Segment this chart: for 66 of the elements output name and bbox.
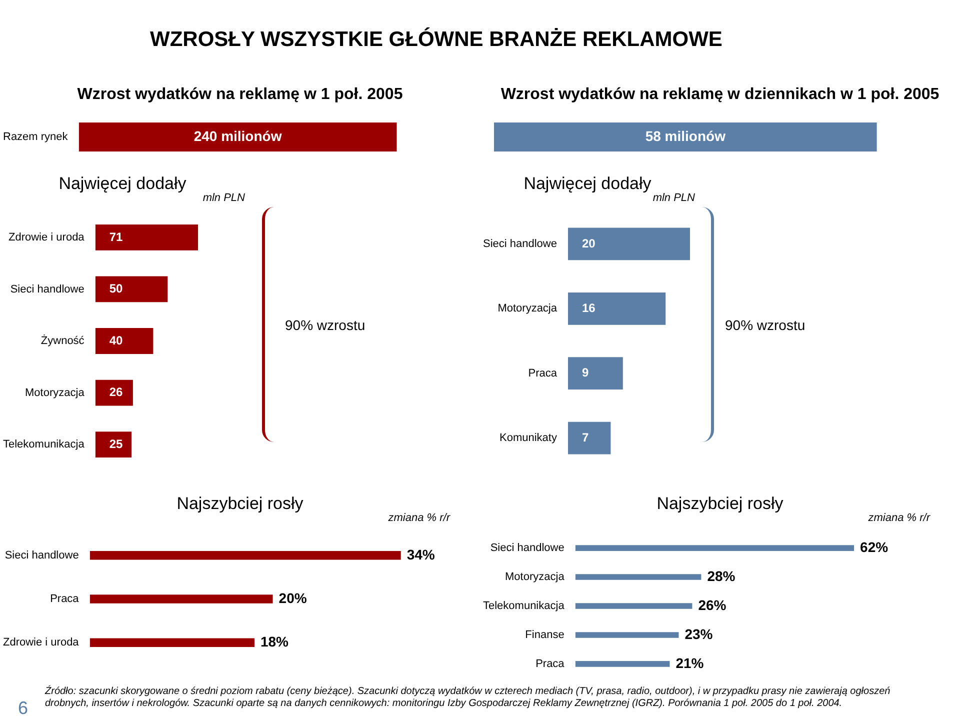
chart-title: Najszybciej rosły — [656, 494, 784, 513]
x-axis-title: zmiana % r/r — [388, 512, 450, 524]
y-tick-label: Telekomunikacja — [482, 600, 566, 612]
y-tick-label: Komunikaty — [500, 432, 558, 444]
y-tick-label: Sieci handlowe — [490, 542, 564, 554]
chart-title: WZROSŁY WSZYSTKIE GŁÓWNE BRANŻE REKLAMOWE — [150, 28, 722, 52]
y-tick-label: Praca — [536, 658, 566, 670]
text: 90% wzrostu — [285, 317, 366, 333]
y-tick-label: Sieci handlowe — [4, 549, 79, 562]
data-label: 9 — [582, 366, 589, 380]
x-axis-title: mln PLN — [202, 192, 245, 204]
chart-subtitle: Wzrost wydatków na reklamę w dziennikach w 1 poł. 2005 — [500, 86, 940, 104]
bar — [575, 661, 670, 667]
chart-title: Najwięcej dodały — [524, 174, 652, 193]
x-axis-title: zmiana % r/r — [868, 512, 930, 524]
data-label: 7 — [582, 430, 589, 444]
data-label: 25 — [109, 436, 123, 451]
bar — [95, 276, 168, 302]
y-tick-label: Razem rynek — [3, 131, 68, 144]
data-label: 28% — [707, 568, 736, 584]
y-tick-label: Finanse — [525, 628, 564, 641]
y-tick-label: Motoryzacja — [25, 386, 86, 399]
text: 6 — [18, 698, 28, 719]
bar — [568, 228, 690, 260]
chart-title: Najwięcej dodały — [58, 174, 186, 193]
y-tick-label: Żywność — [40, 334, 85, 348]
data-label: 34% — [406, 546, 436, 562]
y-tick-label: Sieci handlowe — [10, 283, 84, 296]
text: Źródło: szacunki skorygowane o średni poziom rabatu (ceny bieżące). Szacunki dotyczą wydatków w czterech mediach (TV, prasa, radio, outdoor), i w przypadku prasy nie zawierają ogłoszeń drobnych, insertów i nekrologów. Szacunki oparte są na danych cennikowych: monitoringu Izby Gospodarczej Reklamy Zewnętrznej (IGRZ). Porównania 1 poł. 2005 do 1 poł. 2004. — [45, 686, 892, 710]
bar — [95, 328, 154, 354]
y-tick-label: Praca — [50, 593, 80, 606]
bar — [575, 603, 692, 609]
data-label: 62% — [860, 538, 889, 555]
chart-subtitle: Wzrost wydatków na reklamę w 1 poł. 2005 — [76, 86, 404, 104]
bar — [568, 422, 611, 454]
bar — [95, 380, 133, 406]
bar — [568, 357, 623, 390]
bar — [575, 545, 854, 551]
y-tick-label: Zdrowie i uroda — [8, 232, 86, 244]
y-tick-label: Telekomunikacja — [2, 438, 86, 451]
data-label: 26 — [109, 385, 123, 400]
bar — [575, 574, 702, 580]
text: 90% wzrostu — [725, 317, 806, 333]
data-label: 21% — [676, 654, 704, 671]
data-label: 58 milionów — [645, 128, 726, 144]
y-tick-label: Motoryzacja — [498, 302, 558, 315]
data-label: 16 — [582, 300, 596, 315]
y-tick-label: Zdrowie i uroda — [2, 636, 80, 649]
bar — [575, 632, 679, 638]
bar — [95, 224, 198, 250]
y-tick-label: Sieci handlowe — [482, 238, 557, 250]
x-axis-title: mln PLN — [652, 192, 695, 204]
y-tick-label: Motoryzacja — [505, 571, 566, 584]
data-label: 23% — [684, 626, 714, 642]
data-label: 71 — [109, 230, 123, 244]
data-label: 26% — [698, 596, 727, 613]
data-label: 20 — [582, 236, 596, 250]
bar — [568, 292, 666, 325]
data-label: 240 milionów — [194, 128, 282, 144]
bar — [95, 432, 132, 458]
data-label: 20% — [278, 590, 308, 606]
data-label: 50 — [109, 282, 123, 296]
y-tick-label: Praca — [528, 367, 558, 380]
data-label: 40 — [109, 333, 123, 348]
data-label: 18% — [260, 633, 290, 650]
chart-title: Najszybciej rosły — [176, 494, 304, 513]
